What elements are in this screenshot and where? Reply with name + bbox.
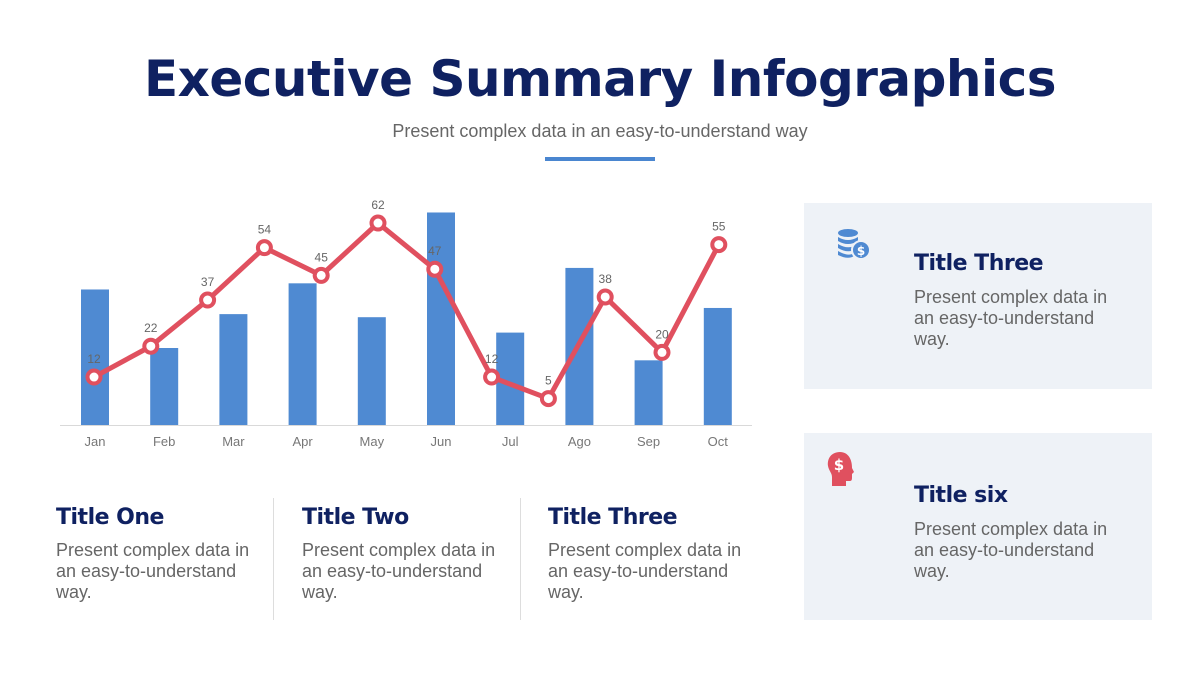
divider	[273, 498, 274, 620]
data-label: 12	[87, 352, 101, 366]
page-subtitle: Present complex data in an easy-to-under…	[392, 121, 808, 141]
column-title: Title Two	[302, 505, 409, 530]
x-tick-label: Mar	[222, 434, 245, 449]
combo-chart: Jan Feb Mar Apr May Jun Jul Ago Sep Oct 12 22 37 54 45…	[60, 198, 752, 449]
bar-oct	[703, 307, 732, 425]
bar-apr	[288, 283, 317, 425]
x-tick-label: Ago	[568, 434, 591, 449]
data-label: 5	[545, 374, 552, 388]
data-label: 54	[258, 223, 272, 237]
data-label: 20	[655, 327, 669, 341]
line-point	[255, 239, 273, 257]
coins-dollar-icon: $	[838, 229, 871, 260]
svg-text:$: $	[834, 456, 844, 474]
bar-mar	[219, 314, 248, 425]
line-point	[539, 390, 557, 408]
line-point	[312, 266, 330, 284]
card-text: Present complex data in an easy-to-under…	[914, 519, 1108, 581]
x-tick-label: Jun	[431, 434, 452, 449]
page-title: Executive Summary Infographics	[143, 50, 1057, 108]
svg-text:$: $	[857, 244, 865, 258]
line-point	[710, 236, 728, 254]
head-dollar-icon: $	[827, 452, 854, 486]
column-two: Title Two Present complex data in an eas…	[302, 505, 502, 603]
line-point	[85, 368, 103, 386]
card-title: Title six	[914, 483, 1008, 508]
divider	[520, 498, 521, 620]
card-title: Title Three	[914, 251, 1044, 276]
card-title-six: $ Title six Present complex data in an e…	[804, 433, 1152, 620]
x-tick-label: Jul	[502, 434, 519, 449]
line-point	[369, 214, 387, 232]
bar-jan	[81, 289, 109, 425]
data-label: 45	[315, 250, 329, 264]
x-tick-label: Apr	[292, 434, 313, 449]
x-tick-label: Feb	[153, 434, 175, 449]
data-label: 37	[201, 275, 215, 289]
column-title: Title Three	[548, 505, 678, 530]
data-label: 12	[485, 352, 499, 366]
x-tick-label: May	[360, 434, 385, 449]
data-label: 38	[599, 272, 613, 286]
line-series	[92, 220, 722, 402]
x-tick-label: Oct	[708, 434, 729, 449]
data-label: 22	[144, 321, 158, 335]
x-tick-label: Jan	[85, 434, 106, 449]
column-one: Title One Present complex data in an eas…	[56, 505, 256, 603]
accent-divider	[545, 157, 655, 161]
data-label: 55	[712, 220, 726, 234]
bar-feb	[150, 348, 179, 425]
card-title-three: $ Title Three Present complex data in an…	[804, 203, 1152, 389]
bar-may	[357, 317, 386, 425]
data-label: 47	[428, 244, 442, 258]
line-point	[483, 368, 501, 386]
bar-sep	[634, 360, 663, 425]
column-text: Present complex data in an easy-to-under…	[302, 540, 496, 602]
column-title: Title One	[56, 505, 164, 530]
data-label: 62	[371, 198, 385, 212]
column-three: Title Three Present complex data in an e…	[548, 505, 748, 603]
card-text: Present complex data in an easy-to-under…	[914, 287, 1108, 349]
line-point	[653, 343, 671, 361]
column-text: Present complex data in an easy-to-under…	[548, 540, 742, 602]
line-point	[142, 337, 160, 355]
column-text: Present complex data in an easy-to-under…	[56, 540, 250, 602]
bar-jun	[427, 212, 455, 425]
line-point	[199, 291, 217, 309]
line-point	[426, 260, 444, 278]
line-point	[596, 288, 614, 306]
x-tick-label: Sep	[637, 434, 660, 449]
